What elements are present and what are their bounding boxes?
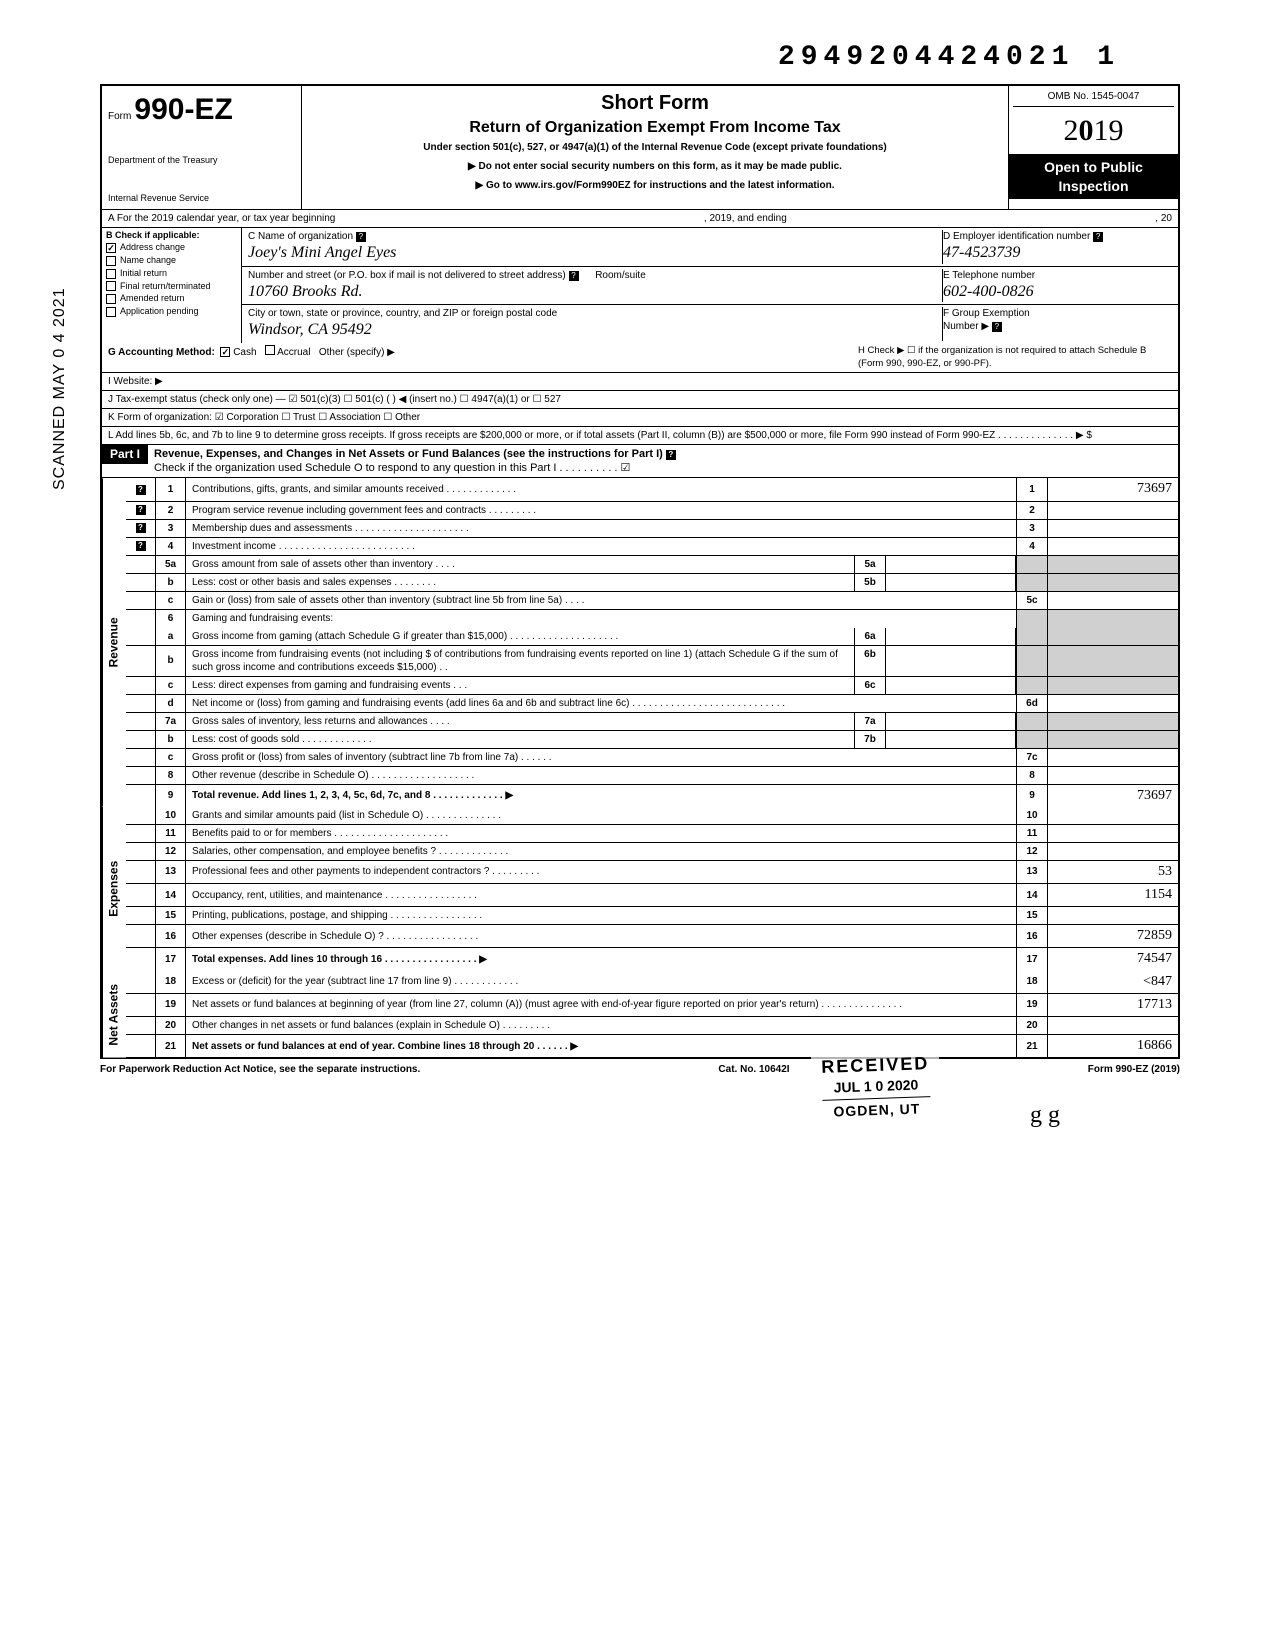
row-h: H Check ▶ ☐ if the organization is not r… (852, 345, 1172, 370)
phone-label: E Telephone number (943, 269, 1172, 282)
org-name-label: C Name of organization ? (248, 230, 942, 243)
short-form-title: Short Form (310, 90, 1000, 116)
document-number: 2949204424021 1 (100, 40, 1180, 76)
chk-final-return[interactable] (106, 281, 116, 291)
received-stamp: RECEIVED JUL 1 0 2020 OGDEN, UT (811, 1048, 941, 1125)
help-icon[interactable]: ? (666, 450, 676, 460)
revenue-label: Revenue (102, 478, 126, 806)
group-exemption-number: Number ▶ ? (943, 320, 1172, 333)
net-assets-label: Net Assets (102, 971, 126, 1058)
section-b-checkboxes: B Check if applicable: ✓Address change N… (102, 228, 242, 343)
part-1-title: Revenue, Expenses, and Changes in Net As… (154, 447, 1172, 461)
scan-date-stamp: SCANNED MAY 0 4 2021 (50, 287, 71, 490)
omb-number: OMB No. 1545-0047 (1013, 90, 1174, 107)
row-g-accounting: G Accounting Method: ✓ Cash Accrual Othe… (108, 345, 852, 370)
subtitle: Under section 501(c), 527, or 4947(a)(1)… (310, 141, 1000, 154)
tax-year: 2019 (1013, 111, 1174, 150)
help-icon[interactable]: ? (356, 232, 366, 242)
org-name-value: Joey's Mini Angel Eyes (248, 243, 942, 264)
address-value: 10760 Brooks Rd. (248, 282, 942, 303)
row-a-tax-year: A For the 2019 calendar year, or tax yea… (100, 209, 1180, 228)
chk-name-change[interactable] (106, 256, 116, 266)
form-number: 990-EZ (134, 93, 232, 126)
ein-label: D Employer identification number ? (943, 230, 1172, 243)
help-icon[interactable]: ? (569, 271, 579, 281)
row-j-tax-status: J Tax-exempt status (check only one) — ☑… (100, 391, 1180, 409)
help-icon[interactable]: ? (1093, 232, 1103, 242)
group-exemption-label: F Group Exemption (943, 307, 1172, 320)
row-i-website: I Website: ▶ (108, 375, 852, 388)
footer-pra: For Paperwork Reduction Act Notice, see … (100, 1063, 420, 1076)
chk-cash[interactable]: ✓ (220, 347, 230, 357)
city-value: Windsor, CA 95492 (248, 320, 942, 341)
open-public-badge: Open to Public Inspection (1009, 154, 1178, 198)
phone-value: 602-400-0826 (943, 282, 1172, 303)
dept-irs: Internal Revenue Service (108, 193, 295, 205)
chk-accrual[interactable] (265, 345, 275, 355)
instruction-2: ▶ Go to www.irs.gov/Form990EZ for instru… (310, 179, 1000, 192)
city-label: City or town, state or province, country… (248, 307, 942, 320)
form-header: Form 990-EZ Department of the Treasury I… (100, 84, 1180, 208)
footer-form: Form 990-EZ (2019) (1088, 1063, 1180, 1076)
address-label: Number and street (or P.O. box if mail i… (248, 269, 942, 282)
chk-address-change[interactable]: ✓ (106, 243, 116, 253)
chk-initial-return[interactable] (106, 269, 116, 279)
part-1-check: Check if the organization used Schedule … (154, 461, 1172, 475)
chk-amended[interactable] (106, 294, 116, 304)
chk-application-pending[interactable] (106, 307, 116, 317)
part-1-label: Part I (102, 445, 148, 465)
part-1-table: Revenue ?1Contributions, gifts, grants, … (100, 478, 1180, 1059)
row-l-gross-receipts: L Add lines 5b, 6c, and 7b to line 9 to … (100, 427, 1180, 445)
help-icon[interactable]: ? (992, 322, 1002, 332)
row-k-org-form: K Form of organization: ☑ Corporation ☐ … (100, 409, 1180, 427)
expenses-label: Expenses (102, 807, 126, 971)
page-footer: For Paperwork Reduction Act Notice, see … (100, 1059, 1180, 1080)
ein-value: 47-4523739 (943, 243, 1172, 264)
footer-cat: Cat. No. 10642I (718, 1063, 789, 1076)
handwritten-mark: g g (100, 1100, 1180, 1131)
instruction-1: ▶ Do not enter social security numbers o… (310, 160, 1000, 173)
form-prefix: Form (108, 111, 131, 122)
return-title: Return of Organization Exempt From Incom… (310, 118, 1000, 139)
dept-treasury: Department of the Treasury (108, 155, 295, 167)
